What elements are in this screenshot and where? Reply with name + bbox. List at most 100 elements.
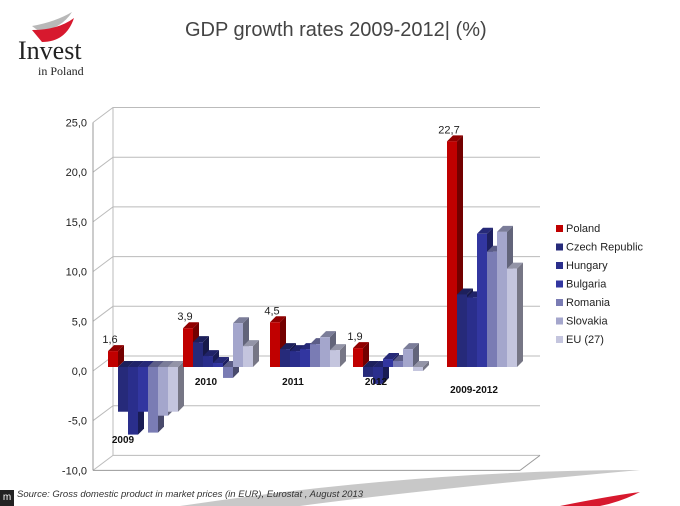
y-tick-label: 15,0 [66, 217, 87, 229]
bar-top-Slovakia [158, 361, 174, 367]
bar-EU (27)-2010 [243, 346, 253, 367]
legend-swatch [556, 317, 563, 325]
bar-top-Poland [447, 135, 463, 142]
bar-Slovakia-2011 [320, 337, 330, 367]
bar-Bulgaria-2010 [213, 363, 223, 367]
bar-top-EU (27) [243, 340, 259, 347]
bar-top-EU (27) [168, 361, 184, 367]
bar-top-EU (27) [330, 344, 346, 351]
bar-Hungary-2012 [373, 367, 383, 384]
y-tick-label: -5,0 [68, 416, 87, 428]
x-category-label: 2010 [195, 377, 218, 388]
bar-Poland-2010 [183, 328, 193, 367]
y-tick-label: 25,0 [66, 118, 87, 130]
bar-Slovakia-2009-2012 [497, 231, 507, 367]
bar-top-Czech Republic [457, 288, 473, 295]
bar-Poland-2009-2012 [447, 141, 457, 367]
y-tick-label: 20,0 [66, 167, 87, 179]
bar-Poland-2012 [353, 348, 363, 367]
bar-Bulgaria-2009-2012 [477, 233, 487, 367]
x-category-label: 2009-2012 [450, 385, 498, 396]
data-label-poland: 1,6 [102, 334, 117, 346]
bar-side-EU (27) [423, 361, 429, 371]
bar-side-EU (27) [340, 344, 346, 367]
legend-label: Poland [566, 223, 600, 235]
legend-label: Czech Republic [566, 242, 644, 254]
bar-top-Czech Republic [280, 343, 296, 350]
x-category-label: 2009 [112, 435, 135, 446]
legend-swatch [556, 243, 563, 251]
bar-top-Hungary [290, 345, 306, 352]
bar-Slovakia-2012 [403, 349, 413, 367]
data-label-poland: 4,5 [264, 305, 279, 317]
bar-Hungary-2010 [203, 356, 213, 367]
y-tick-label: 0,0 [72, 366, 87, 378]
bar-Romania-2009 [148, 367, 158, 433]
bar-top-EU (27) [507, 262, 523, 269]
floor-side-edge [519, 454, 541, 471]
bar-top-Hungary [128, 361, 144, 367]
bar-Slovakia-2009 [158, 367, 168, 416]
bar-side-EU (27) [253, 340, 259, 367]
legend-label: Slovakia [566, 316, 608, 328]
bar-top-Romania [148, 361, 164, 367]
corner-label: m [0, 490, 14, 506]
bar-side-EU (27) [517, 262, 523, 367]
bar-side-Bulgaria [223, 357, 229, 367]
bar-top-Czech Republic [118, 361, 134, 367]
bar-top-Slovakia [233, 317, 249, 324]
bar-top-Slovakia [320, 331, 336, 338]
invest-in-poland-logo [32, 12, 74, 42]
y-tick-label: -10,0 [62, 465, 87, 477]
bar-side-Slovakia [413, 343, 419, 367]
bar-Bulgaria-2012 [383, 359, 393, 367]
bar-Poland-2011 [270, 322, 280, 367]
bar-top-Bulgaria [213, 357, 229, 364]
bar-Czech Republic-2009-2012 [457, 294, 467, 367]
gridline [92, 256, 540, 273]
legend-label: Romania [566, 297, 611, 309]
bar-top-Czech Republic [193, 336, 209, 343]
bar-top-Bulgaria [383, 353, 399, 360]
bar-top-Bulgaria [477, 227, 493, 234]
legend-swatch [556, 280, 563, 288]
bar-top-Czech Republic [363, 361, 379, 367]
gridline [92, 206, 540, 223]
bar-Romania-2010 [223, 367, 233, 378]
x-category-label: 2012 [365, 377, 388, 388]
bar-Romania-2011 [310, 344, 320, 367]
bar-Czech Republic-2011 [280, 349, 290, 367]
decorative-swoosh-red [560, 492, 640, 506]
legend-swatch [556, 299, 563, 306]
bar-top-Slovakia [403, 343, 419, 350]
gridline [92, 156, 540, 173]
source-note: Source: Gross domestic product in market… [17, 489, 364, 500]
bar-Czech Republic-2012 [363, 367, 373, 377]
bar-EU (27)-2011 [330, 350, 340, 367]
bar-top-Bulgaria [138, 361, 154, 367]
data-label-poland: 22,7 [438, 124, 459, 136]
bar-top-Slovakia [497, 225, 513, 232]
legend-label: Bulgaria [566, 279, 607, 291]
bar-side-EU (27) [178, 361, 184, 412]
legend-swatch [556, 336, 563, 343]
bar-Hungary-2009 [128, 367, 138, 435]
bar-Hungary-2009-2012 [467, 297, 477, 367]
bar-EU (27)-2012 [413, 367, 423, 371]
bar-Hungary-2011 [290, 351, 300, 367]
data-label-poland: 1,9 [347, 331, 362, 343]
legend-swatch [556, 225, 563, 232]
bar-Bulgaria-2009 [138, 367, 148, 412]
bar-top-Poland [108, 345, 124, 352]
bar-Slovakia-2010 [233, 323, 243, 367]
bar-Czech Republic-2009 [118, 367, 128, 412]
legend-label: Hungary [566, 260, 608, 272]
logo-text: Invest [18, 36, 82, 65]
y-tick-label: 10,0 [66, 267, 87, 279]
decorative-swoosh [180, 470, 640, 506]
gridline [92, 454, 540, 471]
y-tick-label: 5,0 [72, 316, 87, 328]
bar-Romania-2012 [393, 361, 403, 367]
